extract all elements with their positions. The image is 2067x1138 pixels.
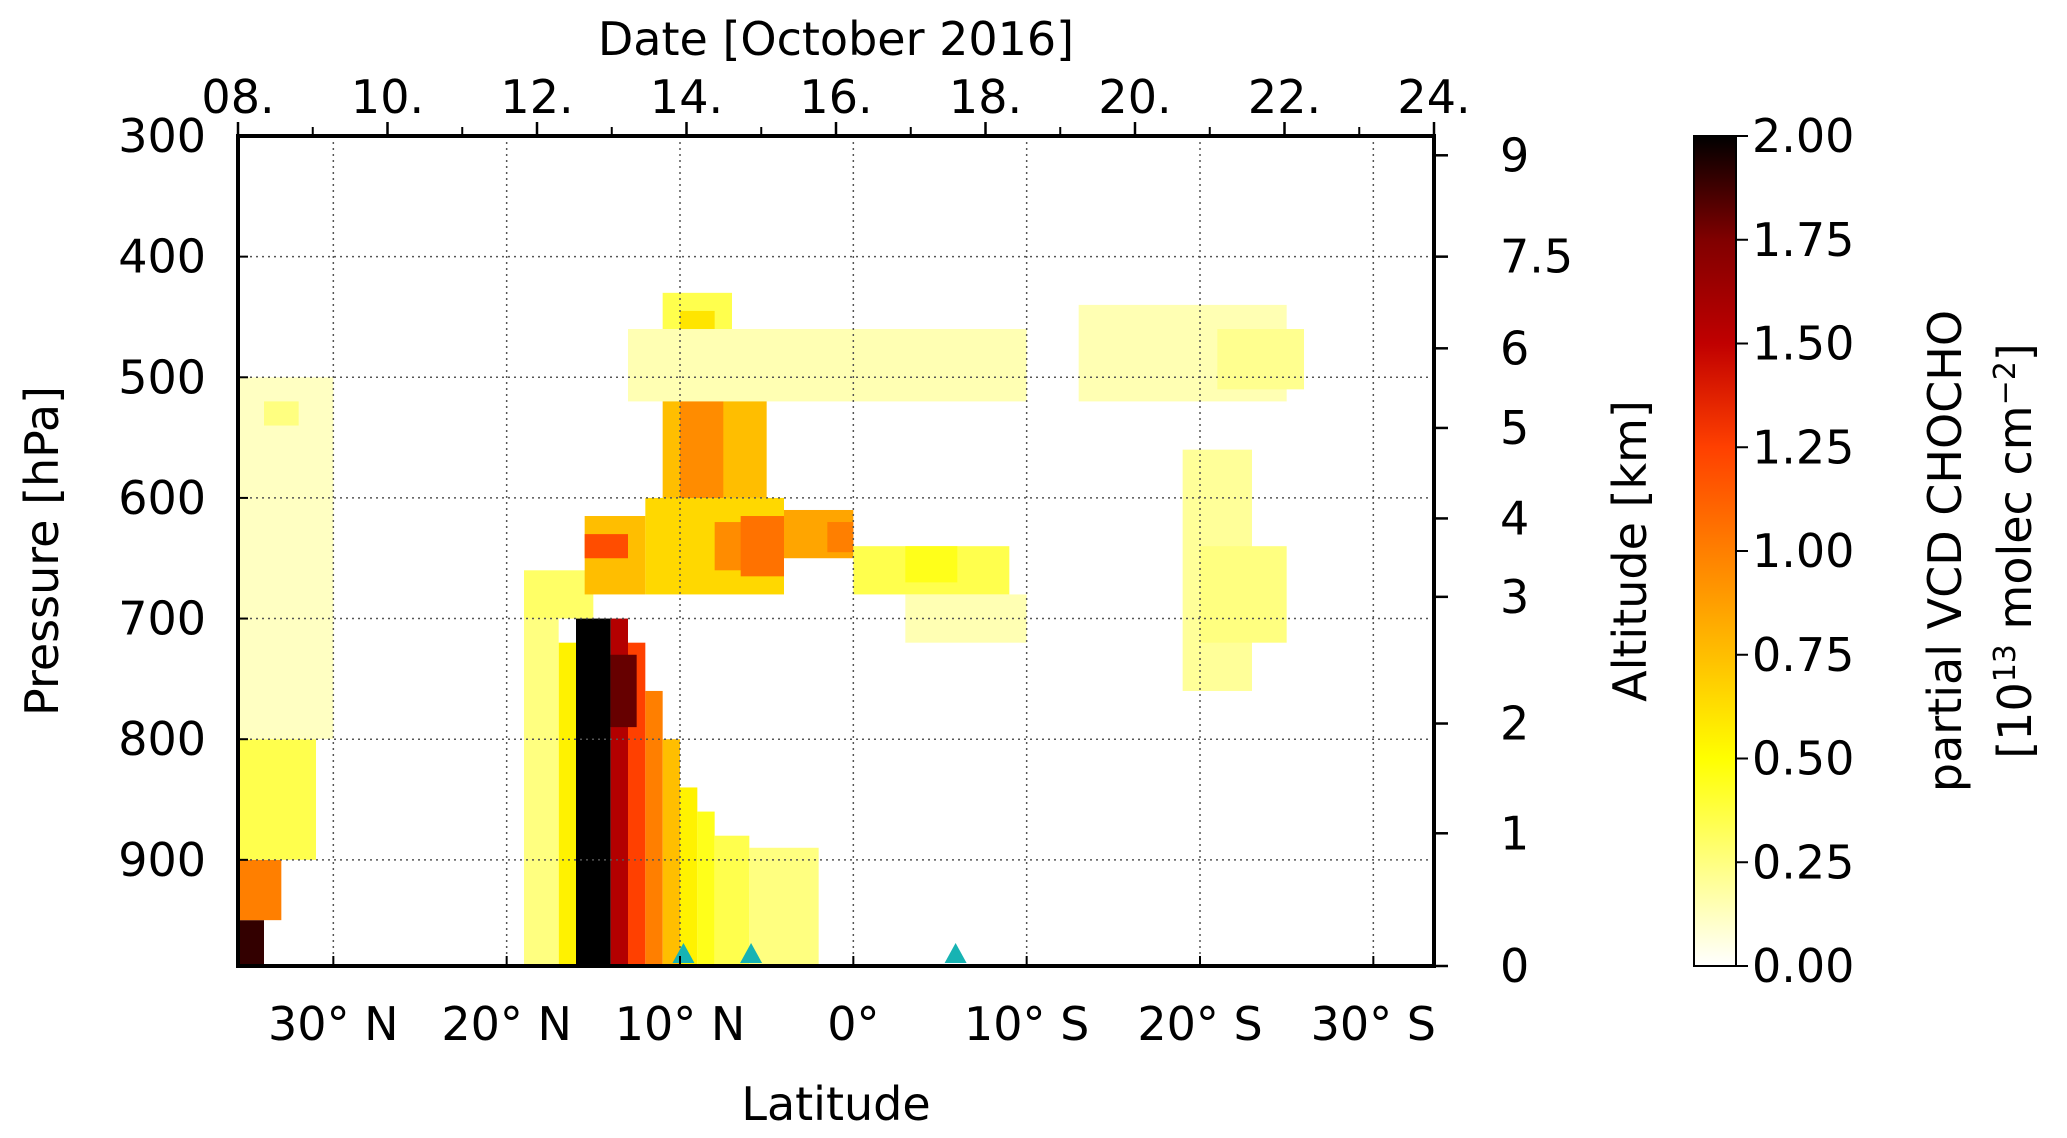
heatmap-cell	[576, 618, 611, 966]
heatmap-cell	[584, 534, 628, 559]
y-tick-label: 800	[118, 712, 206, 766]
colorbar-tick-label: 0.25	[1752, 835, 1854, 889]
heatmap-cell	[662, 739, 680, 966]
x-tick-label: 30° N	[268, 997, 399, 1051]
heatmap-cell	[524, 618, 559, 966]
pressure-axis: 300 400 500 600 700 800 900	[118, 109, 248, 887]
altitude-tick-label: 3	[1500, 570, 1529, 624]
y-tick-label: 600	[118, 471, 206, 525]
x-tick-label: 10° N	[615, 997, 746, 1051]
date-tick-label: 18.	[949, 70, 1022, 124]
x-axis-label: Latitude	[741, 1077, 930, 1131]
heatmap-cell	[628, 329, 1027, 402]
altitude-tick-label: 6	[1500, 321, 1529, 375]
colorbar	[1693, 135, 1737, 967]
heatmap-cell	[714, 835, 750, 966]
colorbar-tick-label: 1.00	[1752, 524, 1854, 578]
date-tick-label: 16.	[799, 70, 872, 124]
date-tick-label: 24.	[1397, 70, 1470, 124]
heatmap-cell	[697, 811, 715, 966]
x-tick-label: 10° S	[964, 997, 1089, 1051]
y-tick-label: 700	[118, 592, 206, 646]
altitude-tick-label: 1	[1500, 806, 1529, 860]
date-axis: 08. 10. 12. 14. 16. 18. 20. 22. 24.	[201, 70, 1471, 136]
colorbar-tick-label: 2.00	[1752, 109, 1854, 163]
heatmap-cell	[264, 401, 299, 426]
site-marker-triangle	[672, 943, 695, 963]
latitude-axis: 30° N 20° N 10° N 0° 10° S 20° S 30° S	[268, 956, 1436, 1051]
colorbar-tick-label: 1.50	[1752, 317, 1854, 371]
heatmap-cell	[740, 516, 784, 577]
heatmap-cell	[827, 522, 854, 553]
heatmap-cell	[558, 642, 576, 966]
date-tick-label: 20.	[1098, 70, 1171, 124]
y-tick-label: 300	[118, 109, 206, 163]
heatmap-cell	[524, 570, 594, 619]
colorbar-tick-label: 0.00	[1752, 939, 1854, 993]
colorbar-tick-label: 1.25	[1752, 420, 1854, 474]
altitude-tick-label: 7.5	[1500, 230, 1573, 284]
altitude-tick-label: 9	[1500, 128, 1529, 182]
heatmap-cell	[1217, 329, 1304, 390]
y-tick-label: 900	[118, 833, 206, 887]
colorbar-tick-label: 0.75	[1752, 628, 1854, 682]
x-tick-label: 20° N	[441, 997, 572, 1051]
site-marker-triangle	[740, 943, 763, 963]
heatmap-cell	[680, 787, 698, 966]
heatmap-cell	[610, 654, 637, 728]
right-axis-label: Altitude [km]	[1603, 400, 1657, 702]
heatmap-cell	[1200, 546, 1287, 643]
x-tick-label: 0°	[827, 997, 879, 1051]
colorbar-units: [1013 molec cm−2]	[1988, 343, 2042, 759]
heatmap-cell	[238, 377, 334, 740]
date-tick-label: 22.	[1248, 70, 1321, 124]
altitude-axis: 9 7.5 6 5 4 3 2 1 0	[1434, 128, 1573, 993]
altitude-tick-label: 0	[1500, 939, 1529, 993]
colorbar-tick-label: 0.50	[1752, 732, 1854, 786]
x-tick-label: 30° S	[1311, 997, 1436, 1051]
colorbar-ticks: 0.00 0.25 0.50 0.75 1.00 1.25 1.50 1.75 2.00	[1736, 109, 1854, 993]
date-tick-label: 08.	[201, 70, 274, 124]
heatmap-cell	[238, 920, 264, 966]
y-tick-label: 500	[118, 350, 206, 404]
altitude-tick-label: 4	[1500, 491, 1529, 545]
heatmap-cell	[749, 847, 819, 966]
altitude-tick-label: 2	[1500, 697, 1529, 751]
heatmap-cell	[645, 690, 663, 966]
heatmap-cell	[238, 859, 282, 921]
site-markers	[672, 943, 967, 963]
date-tick-label: 12.	[500, 70, 573, 124]
x-tick-label: 20° S	[1137, 997, 1262, 1051]
top-axis-label: Date [October 2016]	[598, 12, 1074, 66]
y-tick-label: 400	[118, 230, 206, 284]
date-tick-label: 14.	[650, 70, 723, 124]
altitude-tick-label: 5	[1500, 401, 1529, 455]
colorbar-tick-label: 1.75	[1752, 213, 1854, 267]
heatmap-cell	[238, 739, 316, 860]
colorbar-label: partial VCD CHOCHO	[1918, 310, 1972, 792]
site-marker-triangle	[944, 943, 967, 963]
y-axis-label: Pressure [hPa]	[15, 386, 69, 716]
date-tick-label: 10.	[351, 70, 424, 124]
heatmap-cell	[905, 546, 958, 583]
